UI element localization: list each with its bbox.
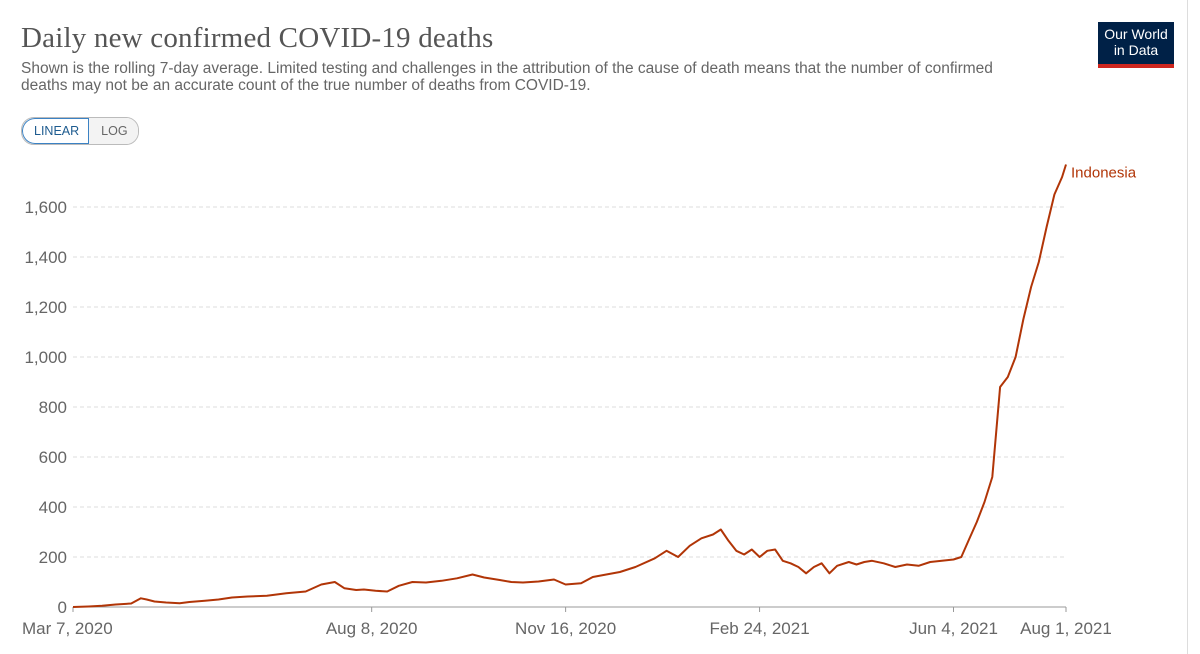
y-tick-label: 1,400 xyxy=(24,248,67,267)
x-tick-label: Mar 7, 2020 xyxy=(22,619,113,638)
chart-title: Daily new confirmed COVID-19 deaths xyxy=(21,22,494,54)
series-label: Indonesia xyxy=(1071,165,1137,182)
y-tick-label: 1,200 xyxy=(24,298,67,317)
x-tick-label: Nov 16, 2020 xyxy=(515,619,616,638)
owid-logo[interactable]: Our World in Data xyxy=(1098,22,1174,68)
x-tick-label: Jun 4, 2021 xyxy=(909,619,998,638)
linear-scale-button[interactable]: LINEAR xyxy=(22,118,90,144)
y-tick-label: 1,000 xyxy=(24,348,67,367)
y-tick-label: 1,600 xyxy=(24,198,67,217)
series-line-indonesia xyxy=(72,164,1067,608)
logo-accent-bar xyxy=(1098,64,1174,68)
y-tick-label: 800 xyxy=(39,398,67,417)
x-tick-label: Feb 24, 2021 xyxy=(709,619,809,638)
y-tick-label: 600 xyxy=(39,448,67,467)
x-tick-label: Aug 8, 2020 xyxy=(326,619,418,638)
line-chart: 0 200 400 600 800 1,000 1,200 1,400 1,600 Mar 7, … xyxy=(22,164,1137,638)
y-tick-label: 0 xyxy=(58,598,67,617)
logo-line1: Our World xyxy=(1104,26,1168,42)
x-tick-label: Aug 1, 2021 xyxy=(1020,619,1112,638)
log-scale-button[interactable]: LOG xyxy=(89,118,138,144)
logo-line2: in Data xyxy=(1113,42,1159,58)
y-tick-label: 200 xyxy=(39,548,67,567)
scale-toggle: LINEAR LOG xyxy=(21,117,139,145)
y-tick-label: 400 xyxy=(39,498,67,517)
chart-subtitle: Shown is the rolling 7-day average. Limi… xyxy=(21,60,993,94)
